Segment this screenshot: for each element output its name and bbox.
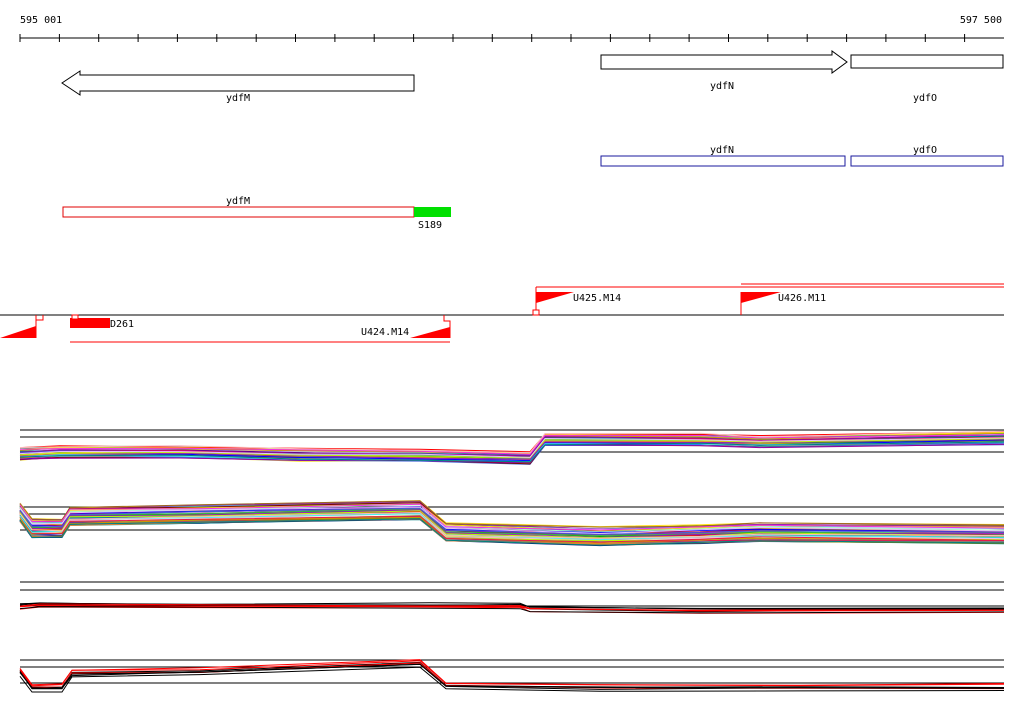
panel-4-profiles [19, 659, 1005, 693]
panel-2-profiles [19, 500, 1005, 547]
expression-profile-line [19, 511, 1005, 539]
expression-profile-line [19, 434, 1005, 455]
u425-marker [532, 309, 540, 316]
expression-panel-1 [19, 429, 1005, 465]
u424-label: U424.M14 [361, 327, 409, 338]
ydfN-transcript-box[interactable] [600, 155, 846, 167]
expression-profile-line [19, 513, 1005, 541]
s189-terminator[interactable] [414, 207, 451, 217]
u426-label: U426.M11 [778, 293, 826, 304]
u424-bracket [443, 315, 451, 338]
expression-profile-line [19, 507, 1005, 535]
expression-profile-line [19, 604, 1005, 611]
expression-profile-line [19, 506, 1005, 534]
d261-element[interactable] [70, 318, 110, 328]
panel-3-profiles [19, 602, 1005, 614]
u425-flag-icon [536, 292, 574, 303]
expression-profile-line [19, 666, 1005, 693]
u424-flag-icon [410, 327, 450, 338]
ydfO-transcript-box[interactable] [850, 155, 1004, 167]
ydfO-gene-box[interactable] [850, 54, 1004, 69]
expression-profile-line [19, 606, 1005, 614]
left-edge-flag-icon [0, 326, 36, 338]
expression-tracks [19, 429, 1005, 693]
expression-profile-line [19, 443, 1005, 464]
ydfO-transcript-label: ydfO [913, 145, 937, 156]
u425-label: U425.M14 [573, 293, 621, 304]
ydfM-gene-label: ydfM [226, 93, 250, 104]
ydfN-transcript-label: ydfN [710, 145, 734, 156]
ruler-ticks [19, 34, 966, 42]
ydfM-gene-arrow[interactable] [61, 70, 415, 96]
expression-profile-line [19, 503, 1005, 531]
panel-1-profiles [19, 430, 1005, 465]
coordinate-ruler: 595 001 597 500 [19, 15, 1004, 42]
expression-profile-line [19, 663, 1005, 690]
expression-profile-line [19, 518, 1005, 546]
expression-panel-3 [19, 581, 1005, 614]
ydfO-gene-label: ydfO [913, 93, 937, 104]
operon-track: ydfM S189 [62, 196, 451, 231]
transcript-track: ydfN ydfO [600, 145, 1004, 167]
expression-profile-line [19, 437, 1005, 458]
ydfM-operon-box[interactable] [62, 206, 415, 218]
ruler-end-label: 597 500 [960, 15, 1002, 26]
d261-marker [71, 314, 79, 320]
expression-profile-line [19, 434, 1005, 457]
expression-profile-line [19, 510, 1005, 539]
expression-profile-line [19, 602, 1005, 609]
expression-profile-line [19, 603, 1005, 612]
expression-profile-line [19, 441, 1005, 463]
d261-label: D261 [110, 319, 134, 330]
expression-profile-line [19, 438, 1005, 460]
u426-flag-icon [741, 292, 781, 303]
ydfN-gene-label: ydfN [710, 81, 734, 92]
expression-profile-line [19, 515, 1005, 543]
regulatory-track: D261 U424.M14 U425.M14 U426.M11 [0, 283, 1004, 343]
ydfM-operon-label: ydfM [226, 196, 250, 207]
gene-track: ydfM ydfN ydfO [61, 50, 1004, 104]
expression-profile-line [19, 500, 1005, 528]
s189-terminator-label: S189 [418, 220, 442, 231]
expression-profile-line [19, 660, 1005, 687]
expression-profile-line [19, 509, 1005, 539]
expression-profile-line [19, 438, 1005, 459]
expression-panel-4 [19, 659, 1005, 693]
expression-profile-line [19, 430, 1005, 454]
ydfN-gene-arrow[interactable] [600, 50, 848, 74]
ruler-start-label: 595 001 [20, 15, 62, 26]
left-edge-bracket [35, 315, 44, 338]
expression-panel-2 [19, 500, 1005, 547]
